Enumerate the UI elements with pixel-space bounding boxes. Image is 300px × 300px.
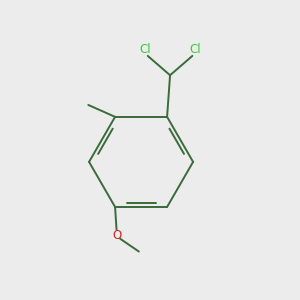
Text: Cl: Cl (190, 43, 201, 56)
Text: O: O (112, 229, 121, 242)
Text: Cl: Cl (139, 43, 151, 56)
